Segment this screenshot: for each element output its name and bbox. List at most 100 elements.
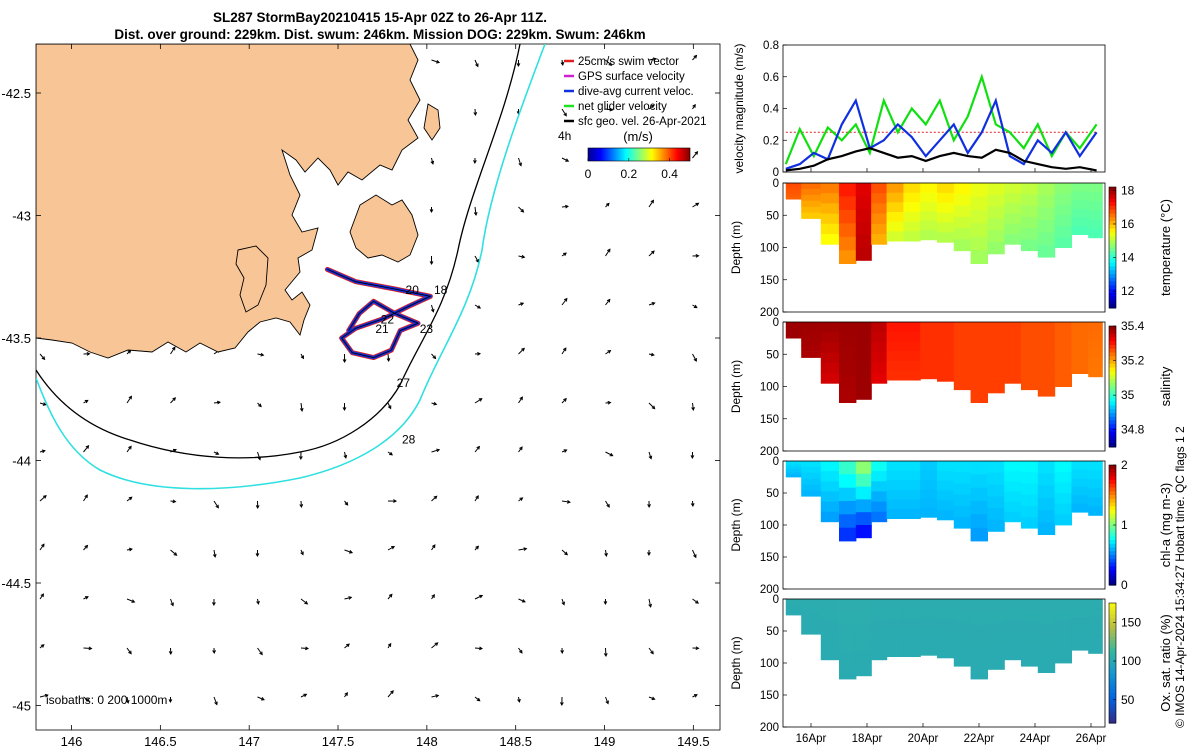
colorbar-step [1109,536,1116,541]
section-cell [886,470,904,481]
current-arrow [518,647,523,654]
section-cell [1071,226,1089,235]
colorbar-step [1109,262,1116,267]
section-cell [886,499,904,510]
current-arrow [518,396,523,404]
colorbar-step [1109,621,1116,627]
section-cell [839,652,857,666]
current-arrow [170,346,176,355]
current-arrow [431,642,439,649]
current-arrow [561,347,567,355]
current-arrow [39,693,49,698]
colorbar-label: (m/s) [623,129,653,144]
current-arrow [431,594,435,600]
section-cell [953,239,972,252]
colorbar-step [1109,217,1116,222]
current-arrow [603,647,608,658]
section-cell [903,627,921,638]
section-cell [785,599,802,603]
land-tasmania [36,44,421,359]
depth-tick-label: 150 [760,414,779,426]
legend-label: 25cm/s swim vector [578,56,679,68]
section-cell [920,220,938,231]
section-cell [1054,183,1072,195]
section-cell [1071,356,1089,366]
map-xtick-label: 147.5 [322,734,355,749]
current-arrow [298,451,303,461]
colorbar-step [1109,401,1116,406]
section-cell [1004,342,1022,353]
section-cell [1071,607,1089,617]
section-cell [1021,378,1039,391]
section-cell [937,351,955,362]
section-cell [970,665,988,680]
colorbar-step [1109,435,1116,440]
section-cell [1021,367,1039,379]
current-arrow [83,544,89,551]
section-cell [1004,362,1022,374]
section-cell [987,322,1005,335]
current-arrow [648,451,653,460]
section-cell [839,209,857,224]
section-cell [1004,491,1022,502]
section-cell [820,639,840,650]
colorbar-step [1109,573,1116,579]
section-cell [801,339,822,346]
section-cell [785,185,802,189]
current-arrow [473,206,478,216]
colorbar-step [1109,689,1116,694]
section-cell [1088,367,1103,378]
section-cell [839,183,857,197]
section-cell [1004,599,1022,610]
section-cell [1037,371,1056,385]
map-ytick-label: -43 [12,209,31,224]
section-cell [1088,506,1103,516]
section-cell [839,362,857,377]
section-cell [1054,343,1072,355]
section-cell [1088,488,1103,498]
current-arrow [213,451,220,455]
section-cell [903,480,921,491]
map-xtick-label: 146 [61,734,83,749]
section-cell [855,322,872,336]
section-cell [855,525,872,539]
section-cell [839,527,857,542]
current-arrow [299,500,304,509]
current-arrow [126,496,133,502]
section-cell [1054,514,1072,526]
section-cell [785,193,802,197]
section-cell [1054,503,1072,515]
velocity-ytick-label: 0.6 [763,72,779,84]
depth-tick-label: 200 [760,307,779,319]
section-cell [886,461,904,471]
current-arrow [39,495,47,502]
colorbar-frame [1108,325,1117,448]
current-arrow [255,500,260,510]
section-cell [1037,232,1056,246]
section-cell [886,221,904,232]
section-cell [1004,203,1022,214]
section-cell [920,183,938,193]
section-cell [903,183,921,194]
section-cell [1037,485,1056,499]
colorbar-step [1109,693,1116,698]
legend-item: 25cm/s swim vector [564,56,679,68]
current-arrow [605,350,612,355]
colorbar-step [1109,390,1116,395]
section-cell [871,481,888,492]
colorbar-tick-label: 100 [1121,654,1141,668]
colorbar-step [1109,344,1116,350]
current-arrow [429,206,434,214]
depth-tick-label: 150 [760,552,779,564]
current-arrow [387,690,394,698]
section-cell [1021,655,1039,667]
section-cell [953,632,972,645]
current-arrow [604,549,608,557]
velocity-ylabel: velocity magnitude (m/s) [732,43,746,173]
isobaths-label: isobaths: 0 200 1000m [46,693,167,707]
section-cell [1004,511,1022,523]
section-cell [987,183,1005,196]
section-cell [970,652,988,666]
section-cell [839,474,857,488]
